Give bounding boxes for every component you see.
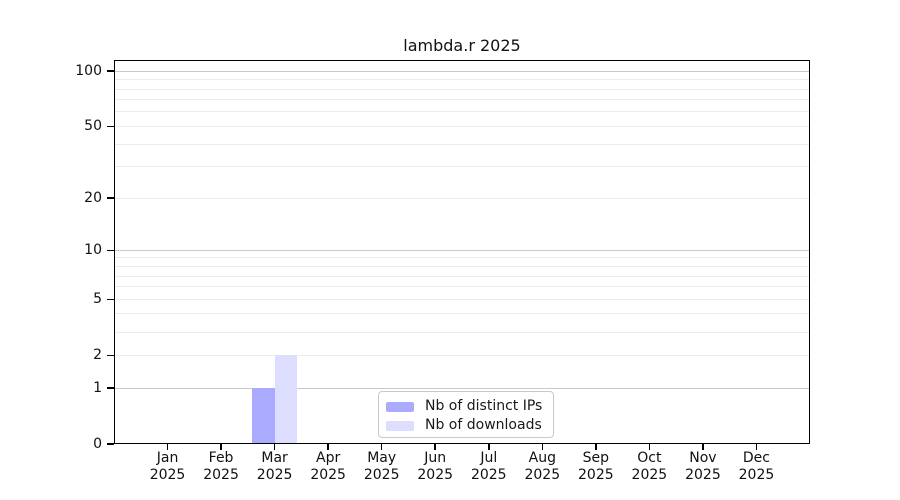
x-tick-label-year: 2025 (256, 466, 293, 483)
gridline-minor (114, 166, 810, 168)
x-tick-label-year: 2025 (685, 466, 721, 483)
y-tick (107, 387, 114, 389)
gridline-major (114, 249, 810, 251)
gridline-minor (114, 99, 810, 101)
x-tick (220, 444, 222, 450)
gridline-minor (114, 286, 810, 288)
y-tick-label: 1 (93, 380, 102, 396)
legend-swatch-distinct-ips (386, 401, 414, 412)
x-tick (327, 444, 329, 450)
x-tick-label-year: 2025 (417, 466, 454, 483)
gridline-minor (114, 266, 810, 267)
y-tick-label: 0 (93, 436, 102, 452)
y-tick-label: 10 (84, 242, 102, 259)
x-tick-label-month: Apr (316, 450, 341, 466)
x-tick-label-year: 2025 (738, 466, 775, 483)
gridline-major (114, 387, 810, 389)
chart-title: lambda.r 2025 (403, 36, 521, 55)
y-tick (107, 443, 114, 445)
gridline-minor (114, 88, 810, 90)
x-tick-label: Aug 2025 (502, 450, 582, 483)
x-tick-label: Dec 2025 (716, 450, 796, 483)
x-tick-label-year: 2025 (631, 466, 668, 483)
x-tick-label-month: Dec (742, 450, 770, 466)
x-tick-label: Jun 2025 (395, 450, 475, 483)
y-tick (107, 354, 114, 356)
x-tick-label: Nov 2025 (663, 450, 743, 483)
bar-mar-series0 (252, 388, 275, 444)
y-tick-label: 50 (84, 118, 102, 135)
x-tick-label-year: 2025 (310, 466, 346, 483)
gridline-major (114, 70, 810, 72)
x-tick-label-month: Jun (424, 450, 447, 466)
y-tick (107, 70, 114, 72)
gridline-minor (114, 275, 810, 277)
y-tick-label: 20 (84, 190, 102, 207)
y-tick-label: 5 (93, 291, 102, 308)
x-tick-label: Mar 2025 (235, 450, 315, 483)
x-tick-label: Oct 2025 (609, 450, 689, 483)
bar-mar-series1 (274, 355, 298, 444)
x-tick-label-year: 2025 (149, 466, 186, 483)
gridline-minor (114, 111, 810, 113)
x-tick-label: Feb 2025 (181, 450, 261, 483)
x-tick-label-month: Feb (208, 450, 234, 466)
x-tick-label: Apr 2025 (288, 450, 368, 483)
legend: Nb of distinct IPs Nb of downloads (378, 391, 554, 438)
x-tick-label-month: Sep (582, 450, 610, 466)
gridline-minor (114, 143, 810, 145)
x-tick-label: Jul 2025 (449, 450, 529, 483)
x-tick (380, 444, 383, 450)
x-tick-label-year: 2025 (524, 466, 561, 483)
legend-label-distinct-ips: Nb of distinct IPs (425, 398, 543, 414)
x-tick-label-year: 2025 (203, 466, 239, 483)
legend-label-downloads: Nb of downloads (425, 417, 542, 433)
gridline-minor (114, 197, 810, 199)
gridline-minor (114, 354, 810, 356)
y-tick (107, 197, 114, 199)
x-tick-label-month: Mar (261, 450, 288, 466)
legend-item-downloads: Nb of downloads (379, 416, 553, 435)
x-tick-label-month: Nov (689, 450, 717, 466)
gridline-minor (114, 298, 810, 300)
x-tick-label-year: 2025 (470, 466, 507, 483)
x-tick-label: Sep 2025 (556, 450, 636, 483)
x-tick (434, 444, 436, 450)
x-tick (702, 444, 704, 450)
y-tick (107, 125, 114, 128)
gridline-minor (114, 125, 810, 127)
x-tick (273, 444, 276, 450)
x-tick (488, 444, 490, 450)
x-tick (595, 444, 597, 450)
x-tick-label-year: 2025 (363, 466, 400, 483)
gridline-minor (114, 313, 810, 315)
y-tick-label: 2 (93, 347, 102, 364)
legend-item-distinct-ips: Nb of distinct IPs (379, 397, 553, 416)
gridline-minor (114, 79, 810, 81)
x-tick (541, 444, 544, 450)
y-tick (107, 298, 114, 300)
x-tick-label-month: Jan (156, 450, 179, 466)
gridline-minor (114, 331, 810, 333)
plot-area (114, 60, 810, 444)
x-tick-label-year: 2025 (578, 466, 614, 483)
x-tick-label-month: Oct (637, 450, 662, 466)
legend-swatch-downloads (386, 420, 414, 431)
x-tick-label-month: Aug (528, 450, 556, 466)
plot-frame (114, 60, 810, 444)
x-tick (166, 444, 169, 450)
x-tick-label: May 2025 (342, 450, 422, 483)
gridline-minor (114, 257, 810, 259)
x-tick (648, 444, 651, 450)
x-tick-label: Jan 2025 (128, 450, 208, 483)
x-tick-label-month: May (367, 450, 397, 466)
x-tick (755, 444, 758, 450)
y-tick (107, 249, 114, 252)
x-tick-label-month: Jul (480, 450, 498, 466)
y-tick-label: 100 (75, 63, 102, 80)
